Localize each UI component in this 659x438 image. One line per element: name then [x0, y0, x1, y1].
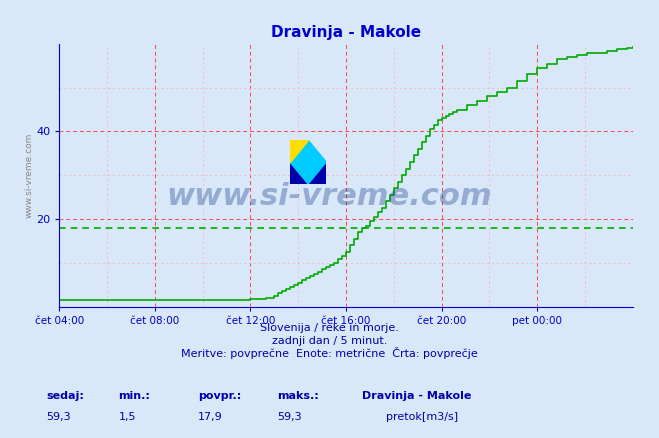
Text: pretok[m3/s]: pretok[m3/s]	[386, 413, 457, 423]
Text: www.si-vreme.com: www.si-vreme.com	[166, 182, 492, 211]
Text: 59,3: 59,3	[277, 413, 301, 423]
Text: sedaj:: sedaj:	[46, 391, 84, 401]
Text: 59,3: 59,3	[46, 413, 71, 423]
Text: 17,9: 17,9	[198, 413, 223, 423]
Text: 1,5: 1,5	[119, 413, 136, 423]
Text: povpr.:: povpr.:	[198, 391, 241, 401]
Polygon shape	[290, 140, 308, 162]
Text: Dravinja - Makole: Dravinja - Makole	[362, 391, 472, 401]
Polygon shape	[290, 140, 326, 184]
Title: Dravinja - Makole: Dravinja - Makole	[271, 25, 421, 40]
Polygon shape	[290, 162, 326, 184]
Text: min.:: min.:	[119, 391, 150, 401]
Text: Meritve: povprečne  Enote: metrične  Črta: povprečje: Meritve: povprečne Enote: metrične Črta:…	[181, 347, 478, 359]
Text: Slovenija / reke in morje.: Slovenija / reke in morje.	[260, 323, 399, 333]
Text: maks.:: maks.:	[277, 391, 318, 401]
Text: zadnji dan / 5 minut.: zadnji dan / 5 minut.	[272, 336, 387, 346]
Y-axis label: www.si-vreme.com: www.si-vreme.com	[24, 133, 34, 218]
